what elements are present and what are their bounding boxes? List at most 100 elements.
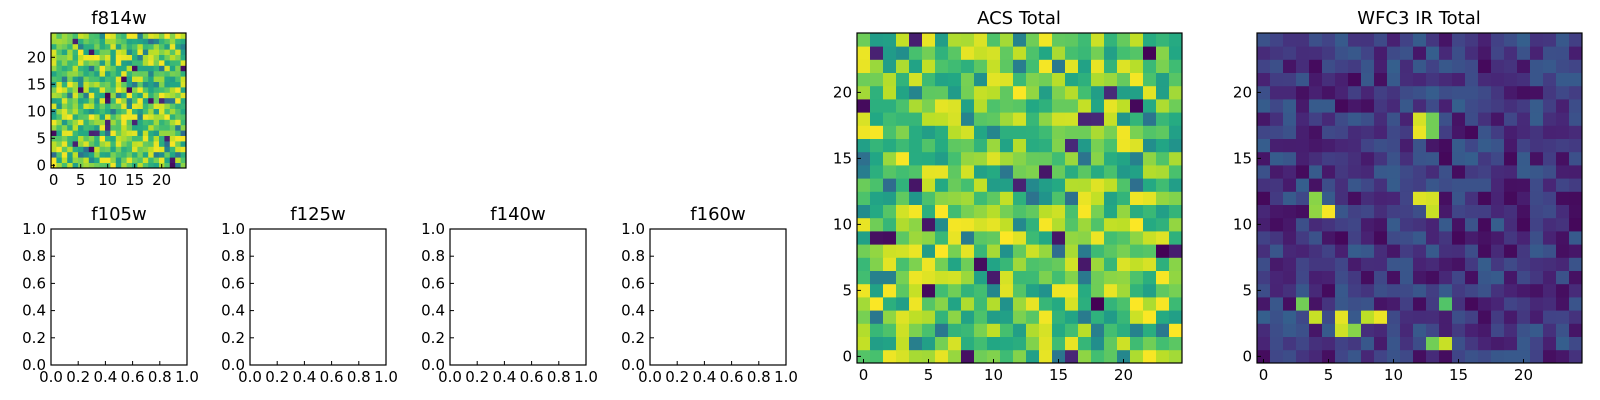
heatmap-cell — [1491, 178, 1505, 192]
heatmap-cell — [1117, 231, 1131, 245]
heatmap-cell — [1413, 33, 1427, 47]
heatmap-cell — [1156, 191, 1170, 205]
heatmap-cell — [1052, 257, 1066, 271]
heatmap-cell — [974, 310, 988, 324]
heatmap-cell — [896, 310, 910, 324]
heatmap-cell — [1374, 138, 1388, 153]
heatmap-cell — [1169, 336, 1183, 351]
x-tick-label: 0.6 — [320, 368, 344, 386]
heatmap-cell — [1465, 138, 1479, 153]
heatmap-cell — [1091, 310, 1105, 324]
heatmap-cell — [115, 108, 122, 115]
heatmap-cell — [1465, 349, 1479, 364]
heatmap-cell — [1556, 125, 1570, 139]
heatmap-cell — [1465, 59, 1479, 73]
heatmap-cell — [56, 141, 63, 147]
heatmap-cell — [126, 81, 133, 88]
heatmap-cell — [94, 60, 100, 66]
heatmap-cell — [110, 70, 117, 77]
heatmap-cell — [88, 119, 95, 126]
heatmap-cell — [56, 49, 63, 55]
heatmap-cell — [1491, 112, 1505, 126]
heatmap-cell — [1426, 310, 1440, 324]
heatmap-cell — [180, 162, 187, 169]
heatmap-cell — [961, 99, 975, 113]
heatmap-cell — [169, 76, 176, 82]
x-tick-label: 0.8 — [347, 368, 371, 386]
heatmap-cell — [78, 135, 84, 142]
heatmap-cell — [105, 60, 111, 66]
heatmap-cell — [88, 60, 95, 66]
heatmap-cell — [78, 151, 84, 158]
heatmap-cell — [1104, 46, 1118, 60]
heatmap-cell — [1117, 244, 1131, 258]
heatmap-cell — [83, 65, 90, 72]
heatmap-cell — [1543, 46, 1557, 60]
heatmap-cell — [1400, 204, 1414, 219]
heatmap-cell — [126, 130, 133, 136]
heatmap-cell — [1013, 349, 1027, 364]
heatmap-cell — [164, 141, 171, 147]
heatmap-cell — [1335, 33, 1349, 47]
heatmap-cell — [132, 43, 138, 50]
heatmap-cell — [1283, 85, 1297, 100]
heatmap-cell — [132, 135, 138, 142]
heatmap-cell — [1348, 257, 1362, 271]
heatmap-cell — [1117, 323, 1131, 337]
heatmap-cell — [1000, 46, 1014, 60]
heatmap-cell — [1065, 165, 1079, 179]
heatmap-cell — [61, 141, 68, 147]
heatmap-cell — [110, 43, 117, 50]
heatmap-cell — [132, 49, 138, 55]
heatmap-cell — [896, 125, 910, 139]
heatmap-cell — [1039, 165, 1053, 179]
panel-title-acs-total: ACS Total — [977, 8, 1061, 29]
heatmap-cell — [1491, 165, 1505, 179]
heatmap-cell — [1478, 72, 1492, 87]
heatmap-cell — [909, 336, 923, 351]
heatmap-cell — [1039, 151, 1053, 166]
heatmap-cell — [94, 162, 100, 169]
heatmap-cell — [987, 165, 1001, 179]
heatmap-cell — [67, 97, 73, 104]
heatmap-cell — [1465, 310, 1479, 324]
heatmap-cell — [1517, 72, 1531, 87]
heatmap-cell — [148, 92, 154, 99]
heatmap-cell — [1543, 257, 1557, 271]
heatmap-cell — [1257, 323, 1271, 337]
heatmap-cell — [1257, 151, 1271, 166]
heatmap-cell — [51, 60, 57, 66]
heatmap-cell — [1078, 99, 1092, 113]
heatmap-cell — [922, 349, 936, 364]
heatmap-cell — [974, 112, 988, 126]
heatmap-cell — [61, 97, 68, 104]
heatmap-cell — [1465, 217, 1479, 232]
heatmap-cell — [1039, 125, 1053, 139]
heatmap-cell — [1530, 191, 1544, 205]
heatmap-cell — [1270, 46, 1284, 60]
heatmap-cell — [1478, 270, 1492, 285]
heatmap-cell — [126, 151, 133, 158]
heatmap-cell — [1309, 165, 1323, 179]
heatmap-cell — [1387, 310, 1401, 324]
heatmap-cell — [1569, 283, 1583, 298]
heatmap-cell — [1156, 349, 1170, 364]
heatmap-cell — [1452, 244, 1466, 258]
heatmap-cell — [909, 125, 923, 139]
heatmap-cell — [1091, 59, 1105, 73]
heatmap-cell — [974, 297, 988, 311]
heatmap-cell — [1348, 99, 1362, 113]
heatmap-cell — [164, 119, 171, 126]
heatmap-cell — [72, 49, 79, 55]
heatmap-cell — [1283, 204, 1297, 219]
heatmap-cell — [126, 103, 133, 109]
heatmap-cell — [1322, 46, 1336, 60]
heatmap-cell — [1270, 59, 1284, 73]
heatmap-cell — [1156, 270, 1170, 285]
heatmap-cell — [1270, 323, 1284, 337]
heatmap-cell — [137, 87, 144, 93]
heatmap-cell — [909, 257, 923, 271]
heatmap-cell — [164, 124, 171, 131]
heatmap-cell — [105, 119, 111, 126]
heatmap-cell — [67, 141, 73, 147]
